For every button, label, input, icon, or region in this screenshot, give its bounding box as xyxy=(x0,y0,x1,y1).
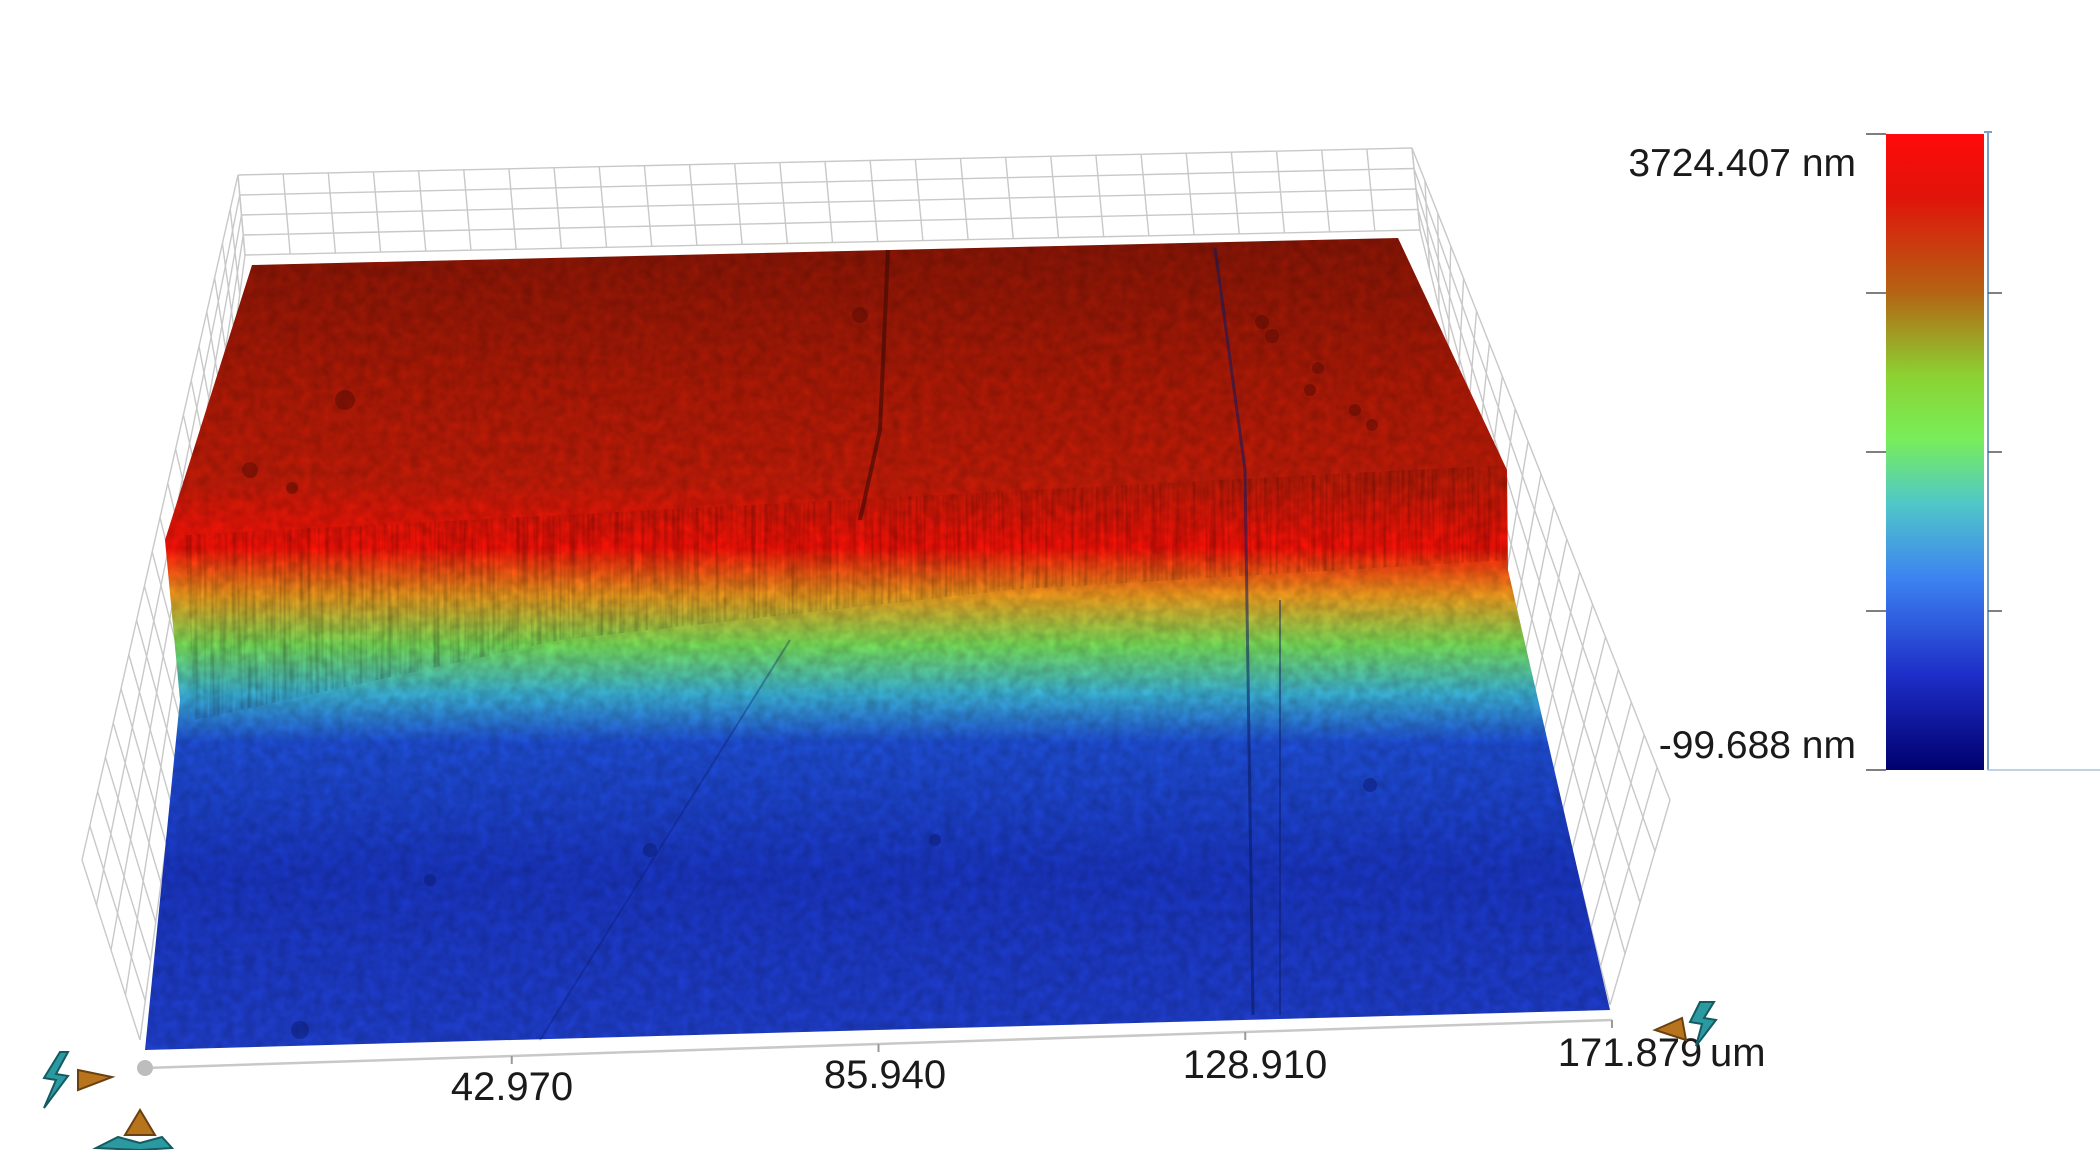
grid-line xyxy=(1413,168,1656,852)
grid-line xyxy=(1415,188,1641,903)
x-tick-label: 42.970 xyxy=(451,1065,573,1109)
rotate-x-icon[interactable] xyxy=(42,1051,116,1109)
x-tick-label: 85.940 xyxy=(824,1053,946,1097)
x-axis-unit: um xyxy=(1710,1031,1766,1075)
grid-line xyxy=(243,208,1419,236)
step-edge-streaks xyxy=(185,465,1507,720)
grid-line xyxy=(237,147,1413,176)
grid-line xyxy=(1411,147,1671,801)
grid-line xyxy=(1417,209,1626,954)
color-scale-bar: 3724.407 nm -99.688 nm xyxy=(1628,131,2100,771)
color-scale-gradient xyxy=(1886,134,1984,770)
rotate-y-icon[interactable] xyxy=(92,1108,175,1150)
grid-line xyxy=(239,167,1415,196)
surface-bumps xyxy=(242,307,1378,494)
x-axis: 42.970 85.940 128.910 171.879 um xyxy=(137,1018,1766,1109)
surface xyxy=(145,238,1610,1050)
crack-line xyxy=(539,639,791,1041)
color-scale-max-label: 3724.407 nm xyxy=(1628,142,1856,185)
surface-bumps-low xyxy=(291,778,1377,1039)
color-scale-min-label: -99.688 nm xyxy=(1659,724,1856,767)
grid-line xyxy=(241,188,1417,216)
crack-line xyxy=(1213,247,1255,1016)
axis-origin-marker xyxy=(137,1060,153,1076)
grid-box xyxy=(81,147,1671,1041)
surface-texture xyxy=(145,238,1610,1050)
grid-line xyxy=(244,229,1421,256)
rotate-z-icon[interactable] xyxy=(1652,1001,1718,1047)
x-tick-label: 128.910 xyxy=(1183,1043,1328,1087)
grid-line xyxy=(81,174,239,861)
crack-line xyxy=(858,249,890,521)
